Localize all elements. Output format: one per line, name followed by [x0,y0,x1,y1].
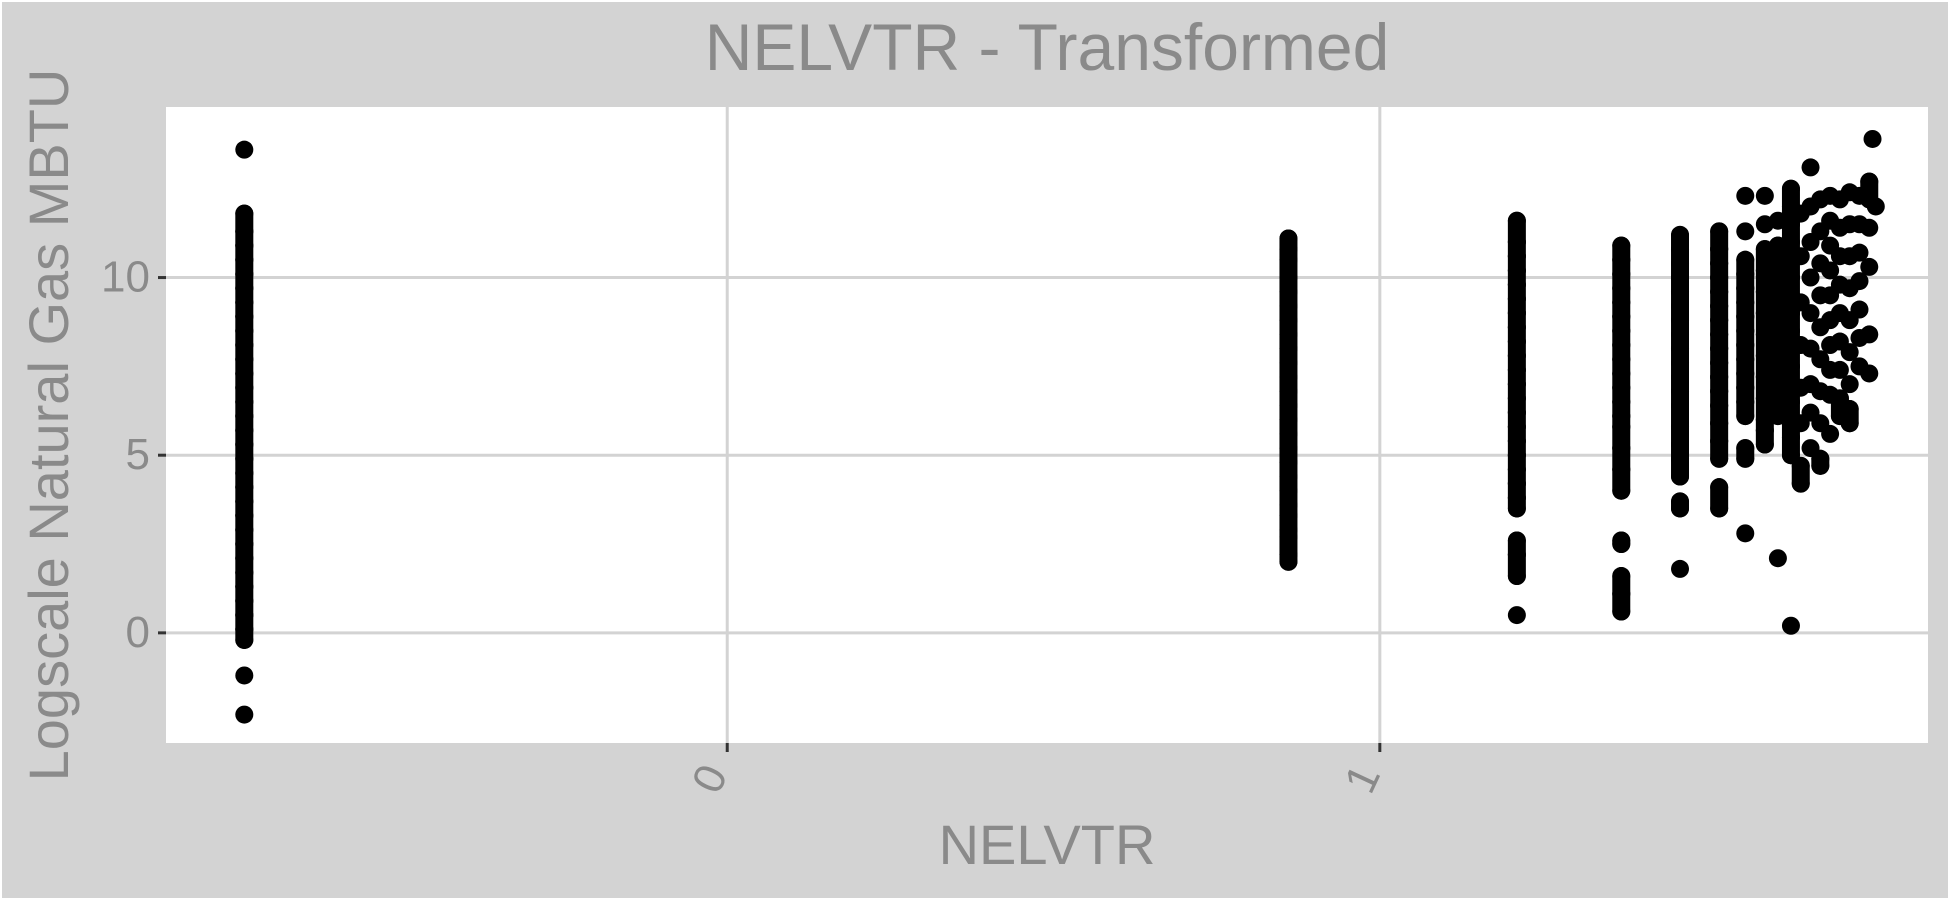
data-point [1860,364,1879,383]
data-point [1781,616,1800,635]
y-axis-ticks: 0 5 10 [101,253,166,657]
data-point [1507,606,1526,625]
gridlines [166,107,1928,743]
data-point [1830,360,1849,379]
data-point [1801,304,1820,323]
data-point [1821,261,1840,280]
y-axis-label: Logscale Natural Gas MBTU [17,69,80,782]
y-tick-label: 10 [101,253,150,302]
data-point [1768,549,1787,568]
data-point [1671,559,1690,578]
y-tick-label: 5 [126,430,150,479]
data-point [1850,272,1869,291]
data-point [235,666,254,685]
data-point [1801,158,1820,177]
y-tick-label: 0 [126,608,150,657]
data-point [235,140,254,159]
chart-title: NELVTR - Transformed [705,10,1390,84]
x-tick-label: 0 [683,757,738,800]
data-point [1821,424,1840,443]
data-point [235,705,254,724]
x-tick-label: 1 [1335,757,1390,800]
data-point [1840,375,1859,394]
x-axis-label: NELVTR [939,813,1156,876]
data-point [1736,524,1755,543]
data-point [1860,257,1879,276]
data-point [1860,325,1879,344]
data-point [1863,129,1882,148]
data-point [1736,222,1755,241]
data-points [235,129,1885,724]
plot-panel [166,107,1928,743]
data-point [1860,218,1879,237]
data-point [1850,300,1869,319]
data-point [1801,268,1820,287]
data-point [1840,343,1859,362]
data-point [1850,243,1869,262]
data-point [1755,186,1774,205]
data-point [1736,186,1755,205]
